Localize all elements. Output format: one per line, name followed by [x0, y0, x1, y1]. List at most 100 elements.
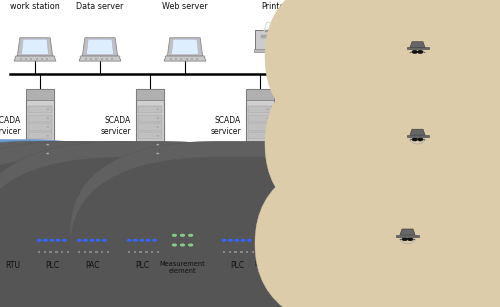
Circle shape [62, 239, 67, 242]
Bar [175, 58, 177, 59]
Polygon shape [337, 235, 357, 258]
Circle shape [283, 243, 288, 247]
Bar [36, 59, 38, 60]
Polygon shape [86, 39, 114, 54]
FancyBboxPatch shape [248, 150, 272, 157]
Circle shape [280, 41, 285, 45]
Circle shape [127, 239, 132, 242]
Bar [36, 56, 38, 57]
Circle shape [267, 234, 272, 237]
FancyBboxPatch shape [34, 233, 70, 254]
FancyBboxPatch shape [248, 132, 272, 139]
Bar [41, 56, 43, 57]
Text: Printer: Printer [262, 2, 288, 11]
Circle shape [234, 239, 239, 242]
Bar [84, 251, 86, 253]
Bar [175, 56, 177, 57]
Text: PLC: PLC [46, 261, 60, 270]
Circle shape [283, 234, 288, 237]
Circle shape [156, 126, 159, 128]
FancyBboxPatch shape [136, 157, 164, 163]
FancyBboxPatch shape [28, 150, 52, 157]
FancyBboxPatch shape [0, 141, 260, 307]
Polygon shape [79, 56, 121, 61]
Bar [134, 251, 136, 253]
Circle shape [156, 153, 159, 154]
Polygon shape [22, 39, 48, 54]
Circle shape [172, 234, 177, 237]
Bar [196, 59, 198, 60]
Bar [95, 56, 98, 57]
Circle shape [46, 135, 49, 137]
Circle shape [36, 239, 42, 242]
FancyBboxPatch shape [261, 225, 294, 254]
Bar [191, 58, 193, 59]
Bar [252, 251, 254, 253]
Text: Web server: Web server [162, 2, 208, 11]
Bar [111, 59, 114, 60]
Bar [186, 58, 188, 59]
Bar [223, 251, 226, 253]
Polygon shape [168, 38, 202, 56]
Bar [30, 59, 32, 60]
Polygon shape [82, 38, 118, 56]
Bar [196, 56, 198, 57]
Polygon shape [410, 42, 425, 48]
Text: RTU: RTU [5, 261, 20, 270]
Bar [90, 59, 92, 60]
Bar [186, 59, 188, 60]
Circle shape [152, 239, 157, 242]
Bar [140, 251, 142, 253]
Bar [106, 251, 109, 253]
Bar [90, 56, 92, 57]
Circle shape [410, 135, 424, 144]
Bar [25, 58, 27, 59]
Bar [170, 58, 172, 59]
FancyBboxPatch shape [220, 233, 256, 254]
Circle shape [402, 238, 407, 241]
FancyBboxPatch shape [0, 157, 260, 307]
Circle shape [418, 50, 423, 53]
Bar [111, 58, 114, 59]
Polygon shape [410, 129, 425, 135]
Bar [84, 58, 86, 59]
Bar [30, 56, 32, 57]
Text: Lower computer system
security threat: Lower computer system security threat [396, 209, 484, 222]
Text: PLC: PLC [136, 261, 149, 270]
Circle shape [412, 138, 418, 141]
FancyBboxPatch shape [248, 106, 272, 113]
FancyBboxPatch shape [138, 106, 162, 113]
Text: Data server: Data server [76, 2, 124, 11]
Bar [111, 56, 114, 57]
FancyBboxPatch shape [265, 51, 500, 237]
Text: SCADA
servicer: SCADA servicer [210, 116, 241, 136]
Polygon shape [390, 243, 425, 258]
Ellipse shape [78, 56, 122, 58]
Circle shape [140, 239, 144, 242]
FancyBboxPatch shape [0, 139, 176, 307]
Circle shape [266, 108, 269, 110]
Bar [170, 59, 172, 60]
Circle shape [46, 126, 49, 128]
FancyBboxPatch shape [166, 225, 199, 254]
Text: Host computer
network threats: Host computer network threats [417, 8, 478, 28]
Bar [46, 59, 48, 60]
Circle shape [418, 138, 423, 141]
FancyBboxPatch shape [136, 89, 164, 100]
Circle shape [410, 48, 424, 56]
Bar [66, 251, 69, 253]
Circle shape [46, 108, 49, 110]
Circle shape [83, 239, 88, 242]
Circle shape [133, 239, 138, 242]
Polygon shape [264, 22, 291, 31]
Bar [170, 56, 172, 57]
Circle shape [76, 239, 82, 242]
Circle shape [267, 243, 272, 247]
FancyBboxPatch shape [255, 150, 500, 307]
Bar [234, 251, 237, 253]
FancyBboxPatch shape [262, 35, 288, 38]
FancyBboxPatch shape [265, 0, 500, 150]
Bar [78, 251, 80, 253]
Bar [228, 251, 231, 253]
FancyBboxPatch shape [70, 157, 405, 307]
